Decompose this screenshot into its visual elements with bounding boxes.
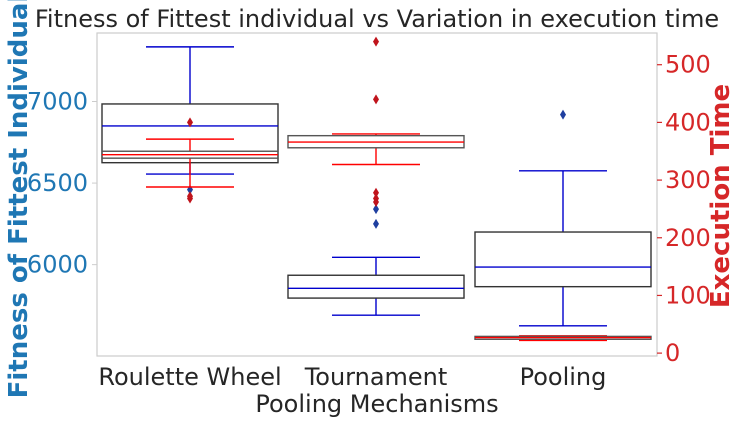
right-tick-label: 100 — [665, 281, 711, 309]
left-tick-label: 6000 — [27, 251, 88, 279]
exec-time-outlier — [373, 187, 379, 198]
right-tick-label: 300 — [665, 166, 711, 194]
right-tick-label: 400 — [665, 108, 711, 136]
fitness-box — [101, 103, 279, 164]
x-axis: Roulette Wheel Tournament Pooling — [98, 363, 606, 391]
left-y-axis: 6000 6500 7000 — [27, 88, 97, 279]
plot-area-frame — [96, 32, 658, 357]
right-tick-label: 200 — [665, 224, 711, 252]
right-y-axis: 0 100 200 300 400 500 — [657, 51, 711, 367]
left-y-axis-label: Fitness of Fittest Individual — [4, 0, 34, 398]
box-series-group — [101, 36, 652, 342]
exec-time-outlier — [373, 36, 379, 47]
left-tick-label: 6500 — [27, 169, 88, 197]
right-tick-label: 0 — [665, 339, 680, 367]
exec-time-outlier — [187, 191, 193, 202]
fitness-box — [287, 274, 465, 299]
x-tick-label: Tournament — [304, 363, 448, 391]
fitness-outlier — [373, 204, 379, 215]
right-y-axis-label: Execution Time — [706, 84, 736, 308]
left-tick-label: 7000 — [27, 88, 88, 116]
fitness-box — [474, 231, 652, 288]
x-tick-label: Pooling — [520, 363, 607, 391]
exec-time-outlier — [373, 196, 379, 207]
x-axis-label: Pooling Mechanisms — [255, 390, 498, 418]
exec-time-outlier — [187, 117, 193, 128]
x-tick-label: Roulette Wheel — [98, 363, 281, 391]
exec-time-outlier — [373, 94, 379, 105]
right-tick-label: 500 — [665, 51, 711, 79]
chart-title: Fitness of Fittest individual vs Variati… — [35, 5, 719, 33]
fitness-outlier — [560, 109, 566, 120]
fitness-outlier — [373, 218, 379, 229]
